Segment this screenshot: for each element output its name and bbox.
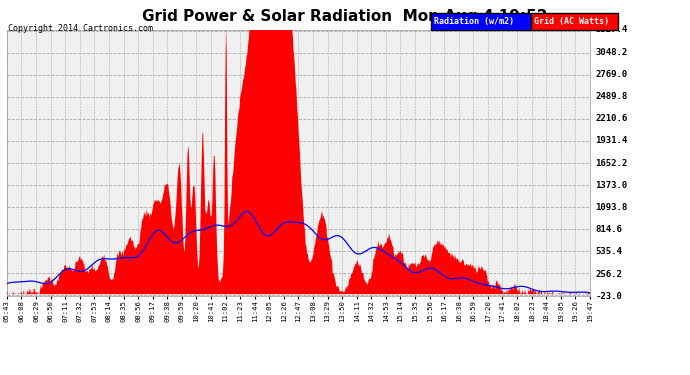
Text: 2769.0: 2769.0: [595, 70, 628, 79]
Text: 1373.0: 1373.0: [595, 181, 628, 190]
Text: Copyright 2014 Cartronics.com: Copyright 2014 Cartronics.com: [8, 24, 153, 33]
Text: 3327.4: 3327.4: [595, 26, 628, 34]
Text: Grid (AC Watts): Grid (AC Watts): [534, 17, 609, 26]
Text: 814.6: 814.6: [595, 225, 622, 234]
Text: 2210.6: 2210.6: [595, 114, 628, 123]
Text: 1931.4: 1931.4: [595, 136, 628, 146]
Text: 3048.2: 3048.2: [595, 48, 628, 57]
Text: 1652.2: 1652.2: [595, 159, 628, 168]
Text: Grid Power & Solar Radiation  Mon Aug 4 19:52: Grid Power & Solar Radiation Mon Aug 4 1…: [142, 9, 548, 24]
Text: -23.0: -23.0: [595, 292, 622, 301]
Text: 2489.8: 2489.8: [595, 92, 628, 101]
Text: Radiation (w/m2): Radiation (w/m2): [434, 17, 514, 26]
Text: 1093.8: 1093.8: [595, 203, 628, 212]
Text: 256.2: 256.2: [595, 270, 622, 279]
Text: 535.4: 535.4: [595, 248, 622, 256]
